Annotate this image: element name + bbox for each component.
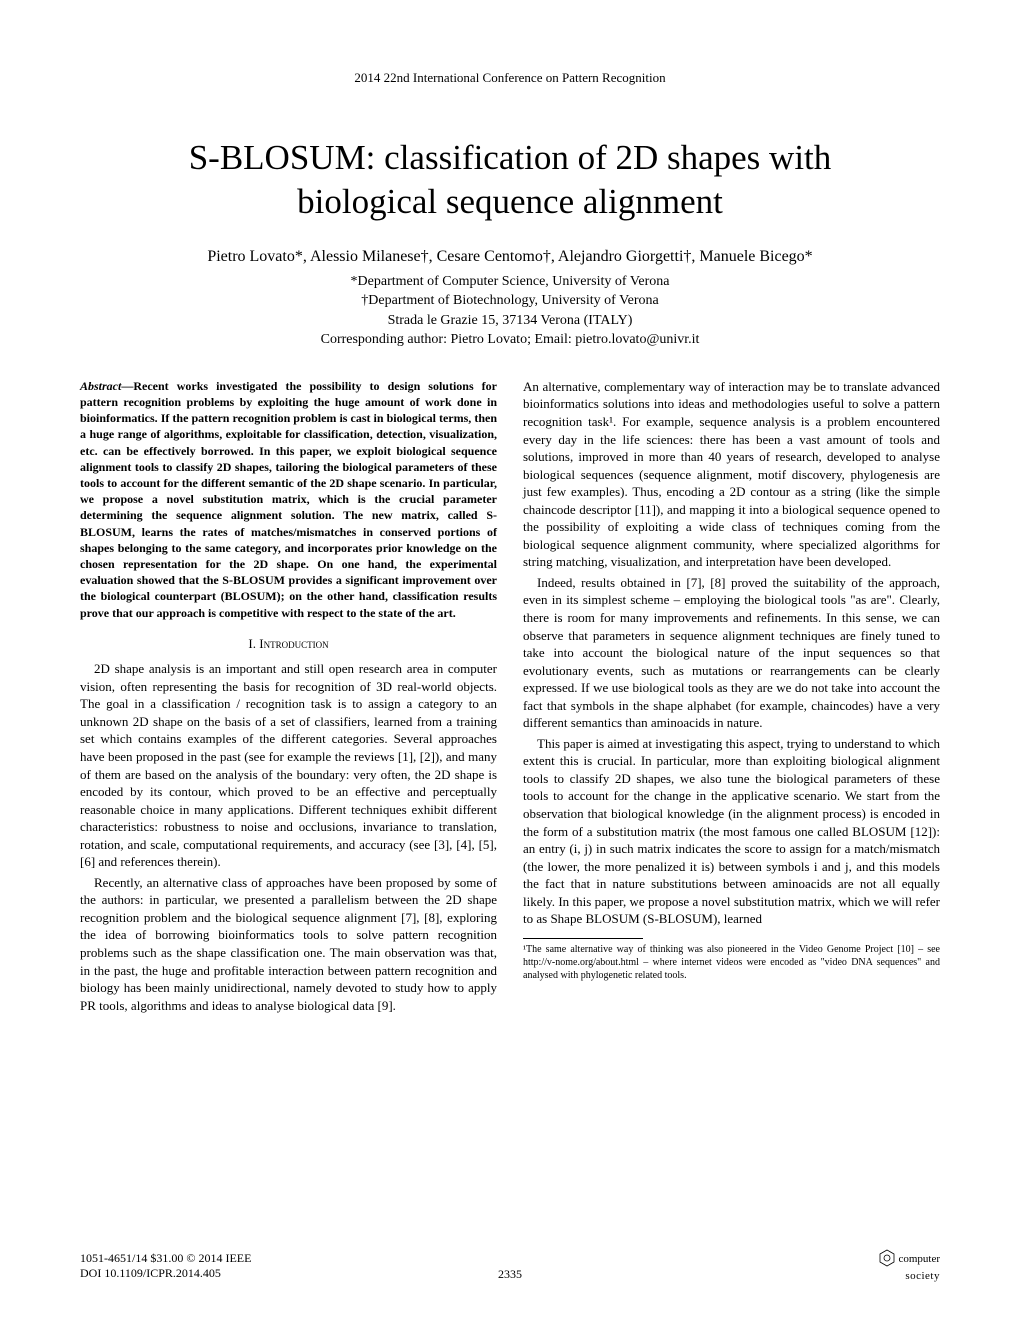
footnote-rule [523,938,643,939]
authors-line: Pietro Lovato*, Alessio Milanese†, Cesar… [80,248,940,266]
affiliation-block: *Department of Computer Science, Univers… [80,272,940,350]
conference-header: 2014 22nd International Conference on Pa… [80,70,940,86]
abstract-text: —Recent works investigated the possibili… [80,379,497,620]
abstract-label: Abstract [80,379,121,393]
footnote-1: ¹The same alternative way of thinking wa… [523,943,940,982]
section-1-heading: I. Introduction [80,635,497,653]
left-column: Abstract—Recent works investigated the p… [80,378,497,1017]
footer-right: computer society [878,1249,940,1282]
col2-paragraph-2: Indeed, results obtained in [7], [8] pro… [523,574,940,732]
right-column: An alternative, complementary way of int… [523,378,940,1017]
affiliation-1: *Department of Computer Science, Univers… [80,272,940,292]
section-1-number: I. [248,636,256,651]
footer-isbn: 1051-4651/14 $31.00 © 2014 IEEE [80,1251,251,1267]
col2-paragraph-3: This paper is aimed at investigating thi… [523,735,940,928]
footer-sub: society [905,1270,940,1282]
affiliation-3: Strada le Grazie 15, 37134 Verona (ITALY… [80,311,940,331]
col1-paragraph-2: Recently, an alternative class of approa… [80,874,497,1014]
ieee-logo-icon [878,1249,896,1270]
two-column-body: Abstract—Recent works investigated the p… [80,378,940,1017]
col2-paragraph-1: An alternative, complementary way of int… [523,378,940,571]
page-number: 2335 [498,1267,522,1282]
abstract-block: Abstract—Recent works investigated the p… [80,378,497,621]
col1-paragraph-1: 2D shape analysis is an important and st… [80,660,497,871]
section-1-title: Introduction [259,636,328,651]
footer-doi: DOI 10.1109/ICPR.2014.405 [80,1266,251,1282]
footer-left: 1051-4651/14 $31.00 © 2014 IEEE DOI 10.1… [80,1251,251,1282]
title-line-1: S-BLOSUM: classification of 2D shapes wi… [189,138,832,177]
paper-title: S-BLOSUM: classification of 2D shapes wi… [80,136,940,224]
title-line-2: biological sequence alignment [297,182,723,221]
affiliation-4: Corresponding author: Pietro Lovato; Ema… [80,330,940,350]
footer-org: computer [898,1253,940,1265]
affiliation-2: †Department of Biotechnology, University… [80,291,940,311]
page-footer: 1051-4651/14 $31.00 © 2014 IEEE DOI 10.1… [80,1249,940,1282]
